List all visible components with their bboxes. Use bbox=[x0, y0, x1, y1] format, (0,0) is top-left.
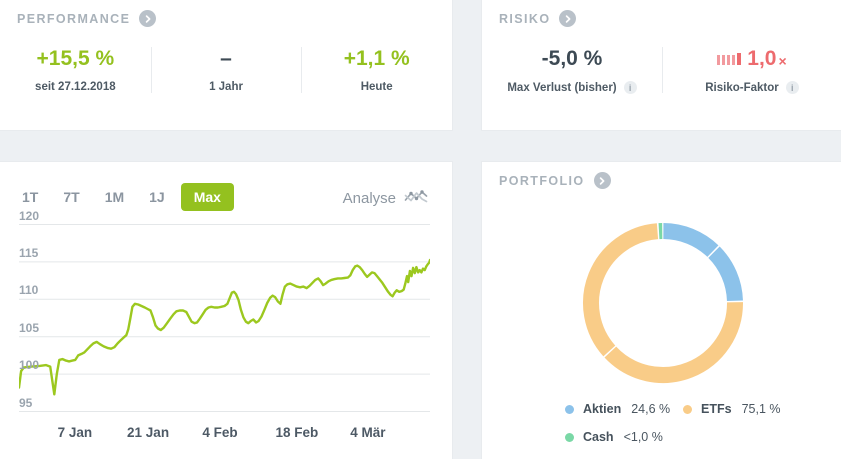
performance-year-value: – bbox=[220, 47, 232, 70]
y-tick-label: 115 bbox=[19, 245, 39, 260]
range-button-7t[interactable]: 7T bbox=[63, 189, 80, 205]
legend-item-aktien: Aktien 24,6 % bbox=[565, 402, 683, 416]
performance-total-value: +15,5 % bbox=[36, 47, 115, 70]
y-tick-label: 95 bbox=[19, 395, 33, 410]
x-tick-label: 4 Feb bbox=[202, 425, 238, 440]
risk-stats: -5,0 % Max Verlust (bisher) i 1,0 × Risi… bbox=[482, 47, 841, 94]
range-button-1m[interactable]: 1M bbox=[104, 189, 125, 205]
allocation-donut-chart bbox=[583, 223, 744, 383]
performance-panel: PERFORMANCE +15,5 % seit 27.12.2018 – 1 … bbox=[0, 0, 453, 131]
risk-panel: RISIKO -5,0 % Max Verlust (bisher) i 1,0… bbox=[481, 0, 841, 131]
risk-factor-label: Risiko-Faktor i bbox=[662, 81, 841, 94]
legend-item-etfs: ETFs 75,1 % bbox=[683, 402, 780, 416]
chevron-right-icon[interactable] bbox=[593, 172, 611, 189]
max-loss-label: Max Verlust (bisher) i bbox=[482, 81, 662, 94]
cash-value: <1,0 % bbox=[623, 430, 663, 444]
aktien-color-dot bbox=[565, 404, 574, 414]
x-tick-label: 4 Mär bbox=[350, 425, 386, 440]
stat-max-loss: -5,0 % Max Verlust (bisher) i bbox=[482, 47, 662, 94]
chevron-right-icon[interactable] bbox=[559, 10, 577, 27]
cash-name: Cash bbox=[583, 430, 614, 444]
donut-segment-etfs[interactable] bbox=[604, 302, 744, 383]
portfolio-header: PORTFOLIO bbox=[499, 172, 611, 189]
performance-total-label: seit 27.12.2018 bbox=[35, 81, 116, 93]
stat-since-inception: +15,5 % seit 27.12.2018 bbox=[0, 47, 151, 93]
stat-risk-factor: 1,0 × Risiko-Faktor i bbox=[662, 47, 841, 94]
performance-header: PERFORMANCE bbox=[17, 10, 157, 27]
stat-today: +1,1 % Heute bbox=[301, 47, 452, 93]
info-icon[interactable]: i bbox=[785, 81, 799, 94]
donut-segment-aktien[interactable] bbox=[708, 246, 743, 302]
cash-color-dot bbox=[565, 432, 574, 442]
risk-factor-number: 1,0 bbox=[747, 47, 777, 70]
range-button-1j[interactable]: 1J bbox=[149, 189, 165, 205]
performance-stats: +15,5 % seit 27.12.2018 – 1 Jahr +1,1 % … bbox=[0, 47, 452, 93]
risk-bars-icon bbox=[717, 53, 742, 65]
performance-line-series bbox=[19, 258, 430, 396]
performance-today-label: Heute bbox=[360, 81, 393, 93]
performance-title: PERFORMANCE bbox=[17, 11, 131, 26]
time-range-selector: 1T 7T 1M 1J Max bbox=[13, 183, 241, 211]
aktien-name: Aktien bbox=[583, 402, 622, 416]
performance-line-chart: 120 115 110 105 100 95 7 Jan 21 Jan 4 Feb 18 Feb… bbox=[19, 209, 430, 454]
stat-one-year: – 1 Jahr bbox=[150, 47, 302, 93]
legend-item-cash: Cash <1,0 % bbox=[565, 430, 683, 444]
risk-factor-value: 1,0 × bbox=[662, 47, 841, 71]
y-tick-label: 120 bbox=[19, 208, 40, 223]
performance-today-value: +1,1 % bbox=[343, 47, 410, 70]
portfolio-title: PORTFOLIO bbox=[499, 173, 585, 188]
line-chart-svg bbox=[19, 224, 430, 412]
etfs-color-dot bbox=[683, 404, 692, 414]
y-tick-label: 110 bbox=[19, 283, 39, 298]
aktien-value: 24,6 % bbox=[631, 402, 671, 416]
info-icon[interactable]: i bbox=[623, 81, 637, 94]
performance-chart-panel: 1T 7T 1M 1J Max Analyse 120 115 110 105 100 9… bbox=[0, 161, 453, 459]
analyse-link[interactable]: Analyse bbox=[343, 188, 428, 209]
risk-factor-label-text: Risiko-Faktor bbox=[705, 81, 779, 94]
performance-year-label: 1 Jahr bbox=[209, 81, 243, 93]
x-tick-label: 7 Jan bbox=[57, 425, 93, 440]
analyse-chart-icon bbox=[404, 188, 428, 209]
range-button-max[interactable]: Max bbox=[180, 183, 234, 211]
risk-factor-suffix: × bbox=[778, 53, 787, 69]
donut-segment-aktien[interactable] bbox=[663, 223, 719, 258]
risk-header: RISIKO bbox=[499, 10, 577, 27]
chevron-right-icon[interactable] bbox=[139, 10, 157, 27]
max-loss-value: -5,0 % bbox=[541, 47, 603, 70]
y-tick-label: 105 bbox=[19, 320, 40, 335]
etfs-name: ETFs bbox=[701, 402, 732, 416]
x-tick-label: 18 Feb bbox=[275, 425, 319, 440]
x-tick-label: 21 Jan bbox=[127, 425, 170, 440]
donut-segment-etfs[interactable] bbox=[583, 223, 659, 357]
analyse-label: Analyse bbox=[342, 190, 396, 207]
max-loss-label-text: Max Verlust (bisher) bbox=[507, 81, 617, 94]
range-button-1t[interactable]: 1T bbox=[22, 189, 39, 205]
risk-title: RISIKO bbox=[499, 11, 551, 26]
portfolio-panel: PORTFOLIO Aktien 24,6 % ETFs 75,1 % Cash… bbox=[481, 161, 841, 459]
etfs-value: 75,1 % bbox=[741, 402, 781, 416]
allocation-legend: Aktien 24,6 % ETFs 75,1 % Cash <1,0 % bbox=[565, 402, 780, 444]
y-tick-label: 100 bbox=[19, 358, 40, 373]
